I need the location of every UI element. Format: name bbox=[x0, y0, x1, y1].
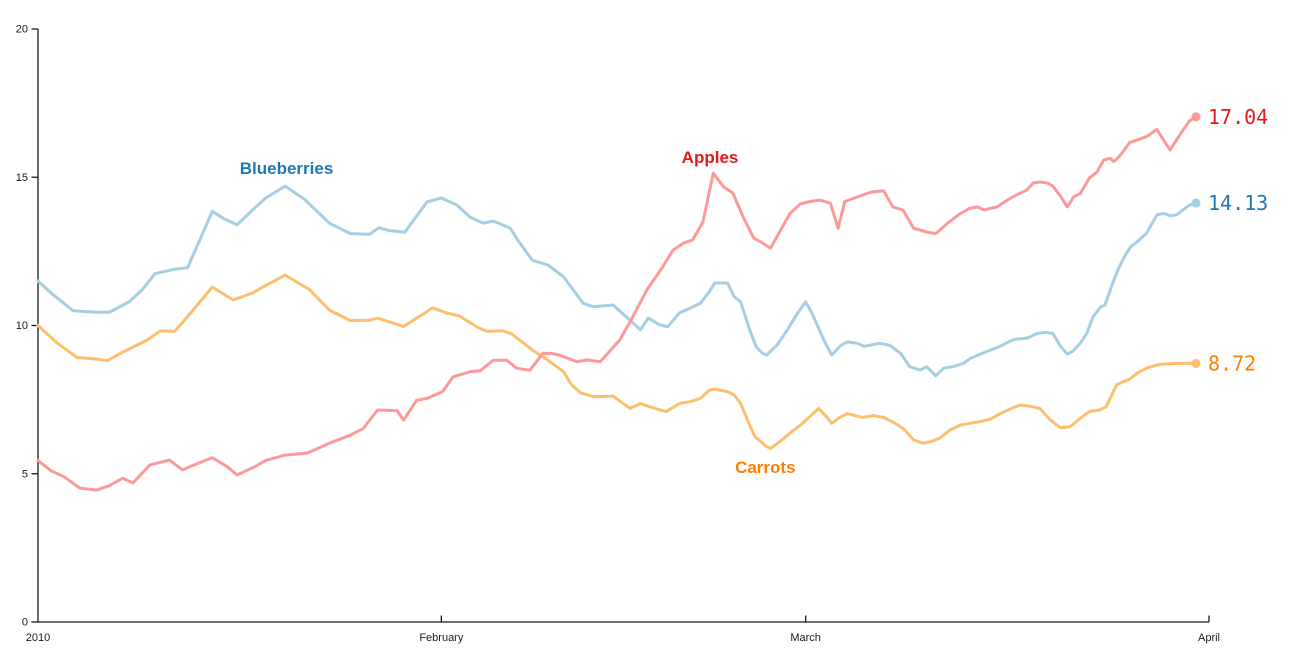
series-label-carrots: Carrots bbox=[735, 458, 795, 477]
series-line-blueberries bbox=[36, 184, 1198, 378]
y-axis: 0 5 10 15 20 bbox=[16, 24, 39, 629]
end-dot-carrots bbox=[1191, 358, 1201, 368]
series-labels: Blueberries Carrots Apples bbox=[240, 148, 796, 477]
end-value-labels: 14.13 8.72 17.04 bbox=[1208, 105, 1268, 376]
x-tick-label: February bbox=[419, 632, 464, 644]
end-value-blueberries: 14.13 bbox=[1208, 191, 1268, 215]
series-line-apples bbox=[36, 115, 1198, 492]
x-tick-label: March bbox=[790, 632, 821, 644]
y-tick-label: 10 bbox=[16, 320, 28, 332]
series-label-apples: Apples bbox=[682, 148, 739, 167]
series-lines bbox=[36, 115, 1198, 492]
end-markers bbox=[1191, 112, 1201, 368]
y-tick-label: 15 bbox=[16, 172, 28, 184]
end-dot-blueberries bbox=[1191, 198, 1201, 208]
x-tick-label: April bbox=[1198, 632, 1220, 644]
y-tick-label: 5 bbox=[22, 468, 28, 480]
end-dot-apples bbox=[1191, 112, 1201, 122]
end-value-carrots: 8.72 bbox=[1208, 351, 1256, 375]
x-tick-label: 2010 bbox=[26, 632, 50, 644]
series-label-blueberries: Blueberries bbox=[240, 159, 334, 178]
y-tick-label: 20 bbox=[16, 24, 28, 36]
end-value-apples: 17.04 bbox=[1208, 105, 1268, 129]
series-line-carrots bbox=[36, 273, 1198, 450]
y-tick-label: 0 bbox=[22, 617, 28, 629]
x-axis: 2010 February March April bbox=[26, 615, 1220, 644]
